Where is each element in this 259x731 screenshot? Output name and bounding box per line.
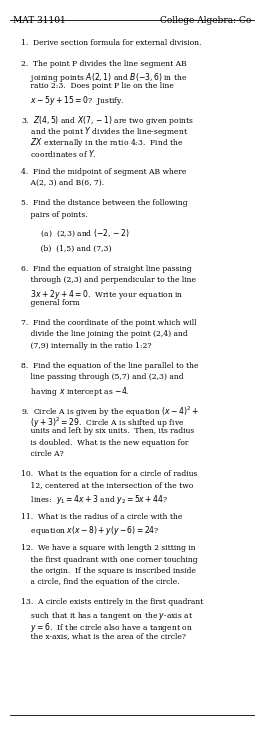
Text: pairs of points.: pairs of points. bbox=[21, 211, 87, 219]
Text: $x-5y+15=0$?  Justify.: $x-5y+15=0$? Justify. bbox=[21, 94, 124, 107]
Text: College Algebra: Co: College Algebra: Co bbox=[160, 16, 251, 25]
Text: 12, centered at the intersection of the two: 12, centered at the intersection of the … bbox=[21, 481, 193, 489]
Text: units and left by six units.  Then, its radius: units and left by six units. Then, its r… bbox=[21, 427, 194, 435]
Text: equation $x(x-8)+y(y-6)=24$?: equation $x(x-8)+y(y-6)=24$? bbox=[21, 524, 159, 537]
Text: 11.  What is the radius of a circle with the: 11. What is the radius of a circle with … bbox=[21, 512, 182, 520]
Text: the origin.  If the square is inscribed inside: the origin. If the square is inscribed i… bbox=[21, 567, 196, 575]
Text: 3.  $Z(4,5)$ and $X(7,-1)$ are two given points: 3. $Z(4,5)$ and $X(7,-1)$ are two given … bbox=[21, 113, 194, 126]
Text: 8.  Find the equation of the line parallel to the: 8. Find the equation of the line paralle… bbox=[21, 362, 198, 370]
Text: 10.  What is the equation for a circle of radius: 10. What is the equation for a circle of… bbox=[21, 470, 197, 478]
Text: is doubled.  What is the new equation for: is doubled. What is the new equation for bbox=[21, 439, 188, 447]
Text: $y=6$.  If the circle also have a tangent on: $y=6$. If the circle also have a tangent… bbox=[21, 621, 193, 634]
Text: general form: general form bbox=[21, 299, 80, 307]
Text: 9.  Circle A is given by the equation $(x-4)^2+$: 9. Circle A is given by the equation $(x… bbox=[21, 404, 199, 419]
Text: 5.  Find the distance between the following: 5. Find the distance between the followi… bbox=[21, 199, 187, 207]
Text: and the point $Y$ divides the line-segment: and the point $Y$ divides the line-segme… bbox=[21, 125, 188, 138]
Text: joining points $A(2,1)$ and $B(-3,6)$ in the: joining points $A(2,1)$ and $B(-3,6)$ in… bbox=[21, 71, 187, 84]
Text: a circle, find the equation of the circle.: a circle, find the equation of the circl… bbox=[21, 578, 179, 586]
Text: $3x+2y+4=0$.  Write your equation in: $3x+2y+4=0$. Write your equation in bbox=[21, 287, 183, 300]
Text: the x-axis, what is the area of the circle?: the x-axis, what is the area of the circ… bbox=[21, 632, 186, 640]
Text: 2.  The point P divides the line segment AB: 2. The point P divides the line segment … bbox=[21, 60, 186, 67]
Text: ratio 2:3.  Does point P lie on the line: ratio 2:3. Does point P lie on the line bbox=[21, 82, 174, 90]
Text: 4.  Find the midpoint of segment AB where: 4. Find the midpoint of segment AB where bbox=[21, 167, 186, 175]
Text: the first quadrant with one corner touching: the first quadrant with one corner touch… bbox=[21, 556, 197, 564]
Text: $(y+3)^2=29$.  Circle A is shifted up five: $(y+3)^2=29$. Circle A is shifted up fiv… bbox=[21, 416, 184, 431]
Text: having $x$ intercept as $-4$.: having $x$ intercept as $-4$. bbox=[21, 385, 129, 398]
Text: 6.  Find the equation of straight line passing: 6. Find the equation of straight line pa… bbox=[21, 265, 191, 273]
Text: through (2,3) and perpendicular to the line: through (2,3) and perpendicular to the l… bbox=[21, 276, 196, 284]
Text: (7,9) internally in the ratio 1:2?: (7,9) internally in the ratio 1:2? bbox=[21, 341, 151, 349]
Text: (b)  (1,5) and (7,3): (b) (1,5) and (7,3) bbox=[31, 245, 112, 253]
Text: MAT 31101: MAT 31101 bbox=[13, 16, 66, 25]
Text: A(2, 3) and B(6, 7).: A(2, 3) and B(6, 7). bbox=[21, 179, 104, 187]
Text: such that it has a tangent on the $y$-axis at: such that it has a tangent on the $y$-ax… bbox=[21, 610, 193, 621]
Text: 7.  Find the coordinate of the point which will: 7. Find the coordinate of the point whic… bbox=[21, 319, 196, 327]
Text: coordinates of $Y$.: coordinates of $Y$. bbox=[21, 148, 96, 159]
Text: 13.  A circle exists entirely in the first quadrant: 13. A circle exists entirely in the firs… bbox=[21, 598, 203, 606]
Text: lines:  $y_1=4x+3$ and $y_2=5x+44$?: lines: $y_1=4x+3$ and $y_2=5x+44$? bbox=[21, 493, 168, 506]
Text: 12.  We have a square with length 2 sitting in: 12. We have a square with length 2 sitti… bbox=[21, 544, 195, 552]
Text: divide the line joining the point (2,4) and: divide the line joining the point (2,4) … bbox=[21, 330, 188, 338]
Text: line passing through (5,7) and (2,3) and: line passing through (5,7) and (2,3) and bbox=[21, 373, 183, 381]
Text: $ZX$ externally in the ratio 4:3.  Find the: $ZX$ externally in the ratio 4:3. Find t… bbox=[21, 136, 183, 149]
Text: (a)  (2,3) and $(-2,-2)$: (a) (2,3) and $(-2,-2)$ bbox=[31, 227, 130, 239]
Text: 1.  Derive section formula for external division.: 1. Derive section formula for external d… bbox=[21, 39, 201, 48]
Text: circle A?: circle A? bbox=[21, 450, 63, 458]
